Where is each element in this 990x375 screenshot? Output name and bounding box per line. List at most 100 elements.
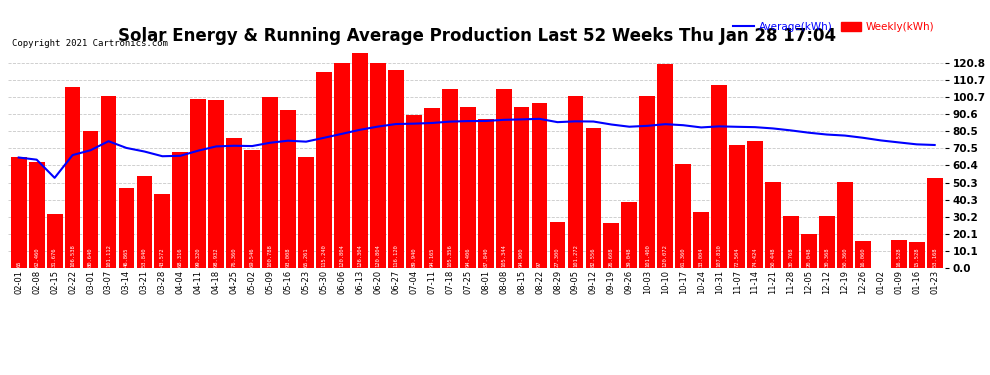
Text: 89.940: 89.940 [411, 248, 417, 267]
Text: 101.272: 101.272 [573, 244, 578, 267]
Bar [154, 194, 170, 268]
Text: 50.360: 50.360 [842, 248, 847, 267]
Bar [424, 108, 440, 268]
Bar [783, 216, 799, 268]
Bar [622, 202, 638, 268]
Bar [190, 99, 206, 268]
Bar [657, 64, 673, 268]
Text: 107.810: 107.810 [717, 244, 722, 267]
Text: 94.406: 94.406 [465, 248, 470, 267]
Text: 82.556: 82.556 [591, 248, 596, 267]
Bar [406, 115, 422, 268]
Text: 26.608: 26.608 [609, 248, 614, 267]
Bar [514, 106, 530, 268]
Bar [262, 97, 278, 268]
Bar [316, 72, 332, 268]
Bar [549, 222, 565, 268]
Text: 20.048: 20.048 [807, 248, 812, 267]
Text: 53.840: 53.840 [142, 248, 147, 267]
Text: 99.320: 99.320 [196, 248, 201, 267]
Bar [47, 214, 62, 268]
Bar [245, 150, 260, 268]
Text: 120.804: 120.804 [340, 244, 345, 267]
Text: 68.316: 68.316 [178, 248, 183, 267]
Bar [801, 234, 817, 268]
Text: 105.344: 105.344 [501, 244, 506, 267]
Bar [119, 188, 135, 268]
Bar [29, 162, 45, 268]
Text: 15.528: 15.528 [914, 248, 919, 267]
Text: 115.240: 115.240 [322, 244, 327, 267]
Bar [280, 110, 296, 268]
Text: 76.360: 76.360 [232, 248, 237, 267]
Text: 94.165: 94.165 [430, 248, 435, 267]
Legend: Average(kWh), Weekly(kWh): Average(kWh), Weekly(kWh) [730, 18, 939, 36]
Bar [909, 242, 925, 268]
Text: 31.676: 31.676 [52, 248, 57, 267]
Bar [855, 241, 871, 268]
Text: 62.460: 62.460 [35, 248, 40, 267]
Bar [137, 177, 152, 268]
Bar [730, 145, 745, 268]
Text: 101.112: 101.112 [106, 244, 111, 267]
Text: 105.356: 105.356 [447, 244, 452, 267]
Bar [352, 53, 368, 268]
Bar [208, 100, 224, 268]
Bar [101, 96, 117, 268]
Bar [82, 131, 98, 268]
Text: 74.424: 74.424 [752, 248, 757, 267]
Bar [478, 118, 494, 268]
Text: 61.360: 61.360 [681, 248, 686, 267]
Bar [567, 96, 583, 268]
Text: 65.261: 65.261 [304, 248, 309, 267]
Text: 30.368: 30.368 [825, 248, 830, 267]
Bar [819, 216, 835, 268]
Bar [640, 96, 655, 268]
Text: 33.004: 33.004 [699, 248, 704, 267]
Text: 50.448: 50.448 [770, 248, 775, 267]
Text: 116.120: 116.120 [393, 244, 398, 267]
Bar [64, 87, 80, 268]
Bar [388, 70, 404, 268]
Bar [442, 89, 457, 268]
Bar [693, 212, 709, 268]
Bar [711, 85, 727, 268]
Bar [927, 178, 942, 268]
Text: 101.400: 101.400 [644, 244, 649, 267]
Bar [496, 89, 512, 268]
Bar [298, 157, 314, 268]
Bar [604, 223, 620, 268]
Text: 27.300: 27.300 [555, 248, 560, 267]
Text: 80.640: 80.640 [88, 248, 93, 267]
Text: 16.060: 16.060 [860, 248, 865, 267]
Bar [11, 158, 27, 268]
Title: Solar Energy & Running Average Production Last 52 Weeks Thu Jan 28 17:04: Solar Energy & Running Average Productio… [118, 27, 836, 45]
Text: Copyright 2021 Cartronics.com: Copyright 2021 Cartronics.com [12, 39, 167, 48]
Text: 53.168: 53.168 [933, 248, 938, 267]
Bar [837, 182, 852, 268]
Bar [585, 128, 601, 268]
Bar [747, 141, 763, 268]
Text: 30.768: 30.768 [788, 248, 794, 267]
Text: 120.804: 120.804 [375, 244, 380, 267]
Bar [765, 182, 781, 268]
Text: 87.840: 87.840 [483, 248, 488, 267]
Bar [334, 63, 349, 268]
Text: 120.072: 120.072 [662, 244, 668, 267]
Text: 69.546: 69.546 [249, 248, 254, 267]
Text: 126.304: 126.304 [357, 244, 362, 267]
Bar [891, 240, 907, 268]
Text: 94.900: 94.900 [519, 248, 524, 267]
Text: 16.528: 16.528 [896, 248, 901, 267]
Text: 98.932: 98.932 [214, 248, 219, 267]
Text: 93.008: 93.008 [285, 248, 291, 267]
Text: 39.048: 39.048 [627, 248, 632, 267]
Text: 46.865: 46.865 [124, 248, 129, 267]
Text: 100.788: 100.788 [267, 244, 272, 267]
Bar [532, 103, 547, 268]
Text: 97: 97 [537, 261, 543, 267]
Text: 72.504: 72.504 [735, 248, 740, 267]
Bar [675, 164, 691, 268]
Text: 65: 65 [16, 261, 21, 267]
Bar [370, 63, 386, 268]
